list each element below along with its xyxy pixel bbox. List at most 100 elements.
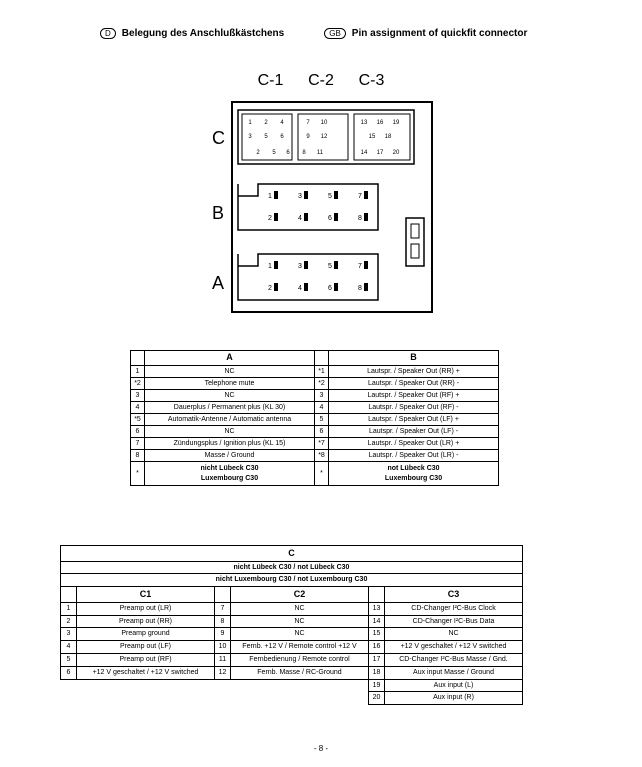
column-labels: C-1 C-2 C-3 xyxy=(0,72,642,90)
table-row-c2: Fernb. Masse / RC-Ground xyxy=(231,666,369,679)
table-row-c1: Preamp out (RF) xyxy=(77,653,215,666)
header-de: D Belegung des Anschlußkästchens xyxy=(100,28,284,39)
table-row-a: Automatik-Antenne / Automatic antenna xyxy=(145,414,315,426)
table-row-num: 1 xyxy=(61,602,77,615)
table-c-h2: C2 xyxy=(231,587,369,603)
svg-text:5: 5 xyxy=(264,134,268,140)
table-row-a: Masse / Ground xyxy=(145,450,315,462)
table-row-b: Lautspr. / Speaker Out (LF) + xyxy=(329,414,499,426)
table-row-num: 6 xyxy=(61,666,77,679)
table-row-num: 1 xyxy=(131,365,145,377)
table-row-a: Dauerplus / Permanent plus (KL 30) xyxy=(145,401,315,413)
table-row-c3: Aux input (L) xyxy=(385,679,523,692)
table-row-c2: Fernbedienung / Remote control xyxy=(231,653,369,666)
table-row-b: Lautspr. / Speaker Out (RF) - xyxy=(329,401,499,413)
table-row-num: 2 xyxy=(61,615,77,628)
table-row-num: 3 xyxy=(61,628,77,641)
svg-text:7: 7 xyxy=(358,193,362,200)
table-row-c1: +12 V geschaltet / +12 V switched xyxy=(77,666,215,679)
col-c2: C-2 xyxy=(297,72,345,90)
table-row-num: 19 xyxy=(369,679,385,692)
table-row-num: 18 xyxy=(369,666,385,679)
table-row-b: Lautspr. / Speaker Out (RF) + xyxy=(329,389,499,401)
svg-text:5: 5 xyxy=(328,263,332,270)
table-row-num: 10 xyxy=(215,641,231,654)
table-row-c2: Fernb. +12 V / Remote control +12 V xyxy=(231,641,369,654)
table-row-num: *5 xyxy=(131,414,145,426)
table-row-num: 7 xyxy=(215,602,231,615)
table-row-num: 12 xyxy=(215,666,231,679)
table-row-c2: NC xyxy=(231,628,369,641)
table-row-num: *8 xyxy=(315,450,329,462)
table-row-num: 14 xyxy=(369,615,385,628)
table-row-num: 16 xyxy=(369,641,385,654)
svg-text:8: 8 xyxy=(302,150,306,156)
table-row-num: *2 xyxy=(315,377,329,389)
header-en: GB Pin assignment of quickfit connector xyxy=(324,28,527,39)
table-row-c3: +12 V geschaltet / +12 V switched xyxy=(385,641,523,654)
svg-text:1: 1 xyxy=(268,193,272,200)
svg-text:7: 7 xyxy=(306,120,310,126)
table-c-h1: C1 xyxy=(77,587,215,603)
svg-text:5: 5 xyxy=(328,193,332,200)
table-ab-head-a: A xyxy=(145,351,315,366)
svg-text:3: 3 xyxy=(298,193,302,200)
note-a: nicht Lübeck C30 Luxembourg C30 xyxy=(145,462,315,485)
svg-text:4: 4 xyxy=(298,215,302,222)
table-c: C nicht Lübeck C30 / not Lübeck C30 nich… xyxy=(60,545,523,705)
svg-text:18: 18 xyxy=(385,134,392,140)
table-row-c2: NC xyxy=(231,615,369,628)
table-c-sub2: nicht Luxembourg C30 / not Luxembourg C3… xyxy=(61,574,523,587)
svg-text:3: 3 xyxy=(298,263,302,270)
table-row-b: Lautspr. / Speaker Out (LR) + xyxy=(329,438,499,450)
table-row-num: 8 xyxy=(215,615,231,628)
lang-badge-en: GB xyxy=(324,28,346,39)
svg-text:7: 7 xyxy=(358,263,362,270)
svg-text:2: 2 xyxy=(268,215,272,222)
table-row-a: NC xyxy=(145,365,315,377)
table-row-c1: Preamp out (LR) xyxy=(77,602,215,615)
svg-text:8: 8 xyxy=(358,285,362,292)
table-row-num: *1 xyxy=(315,365,329,377)
svg-text:6: 6 xyxy=(280,134,284,140)
table-row-c3: CD-Changer I²C-Bus Masse / Gnd. xyxy=(385,653,523,666)
table-row-num: *7 xyxy=(315,438,329,450)
svg-text:2: 2 xyxy=(264,120,268,126)
table-row-a: NC xyxy=(145,426,315,438)
table-row-b: Lautspr. / Speaker Out (RR) - xyxy=(329,377,499,389)
svg-text:8: 8 xyxy=(358,215,362,222)
note-b: not Lübeck C30 Luxembourg C30 xyxy=(329,462,499,485)
table-row-c3: CD-Changer I²C-Bus Data xyxy=(385,615,523,628)
svg-text:6: 6 xyxy=(328,215,332,222)
table-row-num: 13 xyxy=(369,602,385,615)
row-label-c: C xyxy=(212,128,225,149)
table-row-num: 8 xyxy=(131,450,145,462)
table-row-num: 4 xyxy=(315,401,329,413)
table-row-num: 20 xyxy=(369,692,385,705)
page-header: D Belegung des Anschlußkästchens GB Pin … xyxy=(0,0,642,39)
table-row-num: 5 xyxy=(61,653,77,666)
svg-text:1: 1 xyxy=(248,120,252,126)
table-row-num: 4 xyxy=(61,641,77,654)
table-ab-head-b: B xyxy=(329,351,499,366)
table-row-c1: Preamp out (LF) xyxy=(77,641,215,654)
table-row-c3: NC xyxy=(385,628,523,641)
row-label-a: A xyxy=(212,273,224,294)
page-number: - 8 - xyxy=(0,744,642,753)
table-row-c1: Preamp out (RR) xyxy=(77,615,215,628)
svg-text:16: 16 xyxy=(377,120,384,126)
table-ab: AB 1 NC *1 Lautspr. / Speaker Out (RR) +… xyxy=(130,350,499,486)
table-row-num: 3 xyxy=(315,389,329,401)
svg-text:13: 13 xyxy=(361,120,368,126)
svg-text:4: 4 xyxy=(298,285,302,292)
col-c3: C-3 xyxy=(348,72,396,90)
table-row-a: NC xyxy=(145,389,315,401)
table-row-num: 5 xyxy=(315,414,329,426)
svg-text:5: 5 xyxy=(272,150,276,156)
table-c-head: C xyxy=(61,546,523,562)
table-c-h3: C3 xyxy=(385,587,523,603)
table-row-num: 3 xyxy=(131,389,145,401)
table-row-num: 11 xyxy=(215,653,231,666)
svg-text:19: 19 xyxy=(393,120,400,126)
table-row-c3: CD-Changer I²C-Bus Clock xyxy=(385,602,523,615)
